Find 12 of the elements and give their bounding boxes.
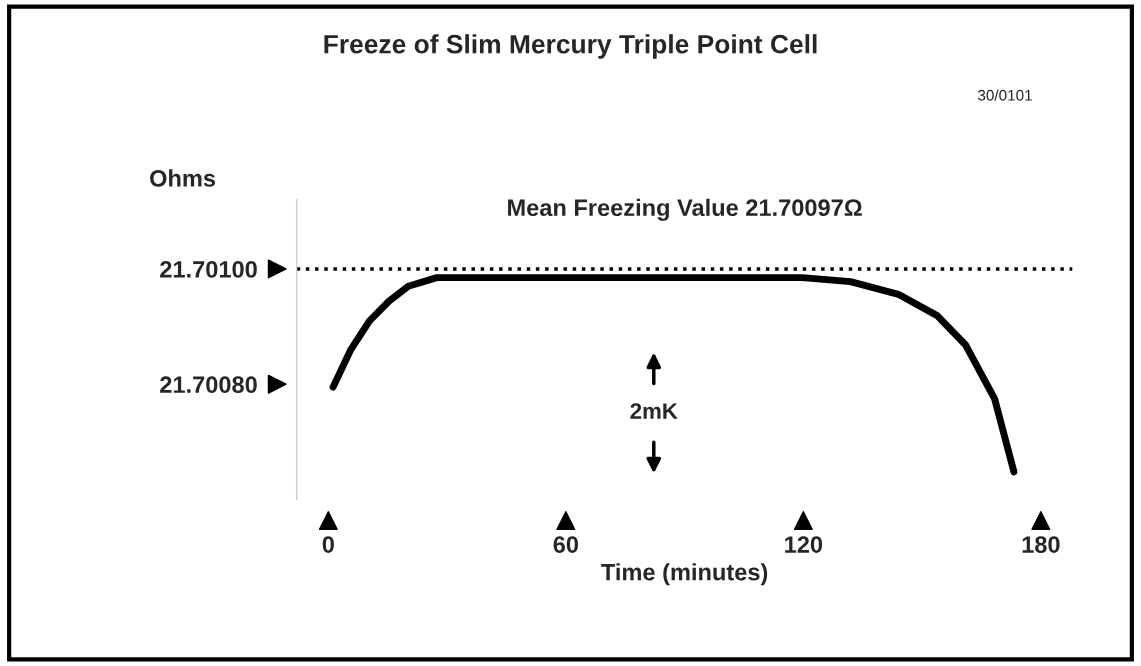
annotation: 2mK	[630, 403, 678, 419]
y-tick-label: 21.70080	[160, 376, 257, 394]
annotation: Mean Freezing Value 21.70097Ω	[508, 198, 862, 221]
x-axis-title: Time (minutes)	[601, 563, 768, 586]
y-axis-title: Ohms	[150, 169, 216, 187]
x-tick-label: 120	[785, 536, 823, 553]
x-tick-label: 180	[1022, 536, 1060, 553]
y-tick-label: 21.70100	[160, 261, 257, 278]
x-tick-label: 0	[322, 536, 334, 553]
text: 30/0101	[977, 89, 1032, 101]
x-tick-label: 60	[553, 536, 579, 553]
chart-title: Freeze of Slim Mercury Triple Point Cell	[324, 34, 817, 59]
